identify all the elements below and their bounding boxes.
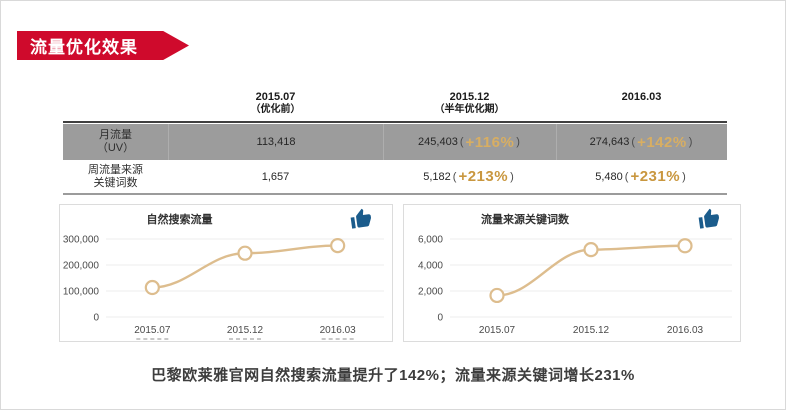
table-cell: 113,418 — [168, 124, 383, 160]
table-cell: 5,480 ( +231% ) — [556, 160, 727, 193]
cell-percent: +142% — [637, 133, 687, 151]
row-label: 月流量 （UV） — [63, 129, 168, 155]
row-label-line2: 关键词数 — [93, 176, 138, 189]
paren-close: ) — [510, 170, 514, 183]
chart-title: 自然搜索流量 — [146, 214, 213, 226]
svg-text:2016.03: 2016.03 — [320, 325, 357, 336]
cell-value: 5,480 — [595, 170, 623, 183]
cell-value: 113,418 — [256, 136, 296, 148]
table-cell: 5,182 ( +213% ) — [383, 160, 556, 193]
paren-close: ) — [682, 170, 686, 183]
header-line1: 2015.07 — [255, 91, 296, 103]
header-line1: 2016.03 — [621, 91, 662, 103]
cell-percent: +231% — [630, 168, 681, 185]
thumbs-up-icon — [349, 207, 374, 232]
row-label-line2: （UV） — [96, 142, 135, 154]
cell-value: 274,643 — [589, 136, 630, 148]
table-header-2016-03: 2016.03 — [556, 89, 727, 121]
cell-value: 5,182 — [423, 170, 451, 183]
svg-text:2015.07: 2015.07 — [134, 325, 171, 336]
line-chart-organic-traffic: 0 100,000 200,000 300,000 2015.07 2015.12 2016… — [63, 235, 384, 340]
paren-close: ) — [516, 136, 520, 148]
paren-open: ( — [459, 136, 464, 148]
chart-panel-keywords: 流量来源关键词数 0 2,000 4,000 6,000 2015.07 2015.12 2… — [403, 204, 741, 342]
table-row-monthly-uv: 月流量 （UV） 113,418 245,403 ( +116% ) 274,6… — [63, 124, 727, 160]
paren-close: ) — [688, 136, 693, 148]
svg-text:100,000: 100,000 — [63, 287, 100, 298]
table-header-2015-07: 2015.07 （优化前） — [168, 89, 383, 121]
thumbs-up-icon — [697, 207, 722, 232]
paren-open: ( — [624, 170, 629, 183]
svg-text:2,000: 2,000 — [418, 287, 443, 298]
table-cell: 245,403 ( +116% ) — [383, 124, 556, 160]
svg-text:2015.12: 2015.12 — [227, 325, 264, 336]
svg-text:2016.03: 2016.03 — [667, 325, 704, 336]
header-line1: 2015.12 — [449, 91, 490, 103]
chart-panel-organic-traffic: 自然搜索流量 0 100,000 200,000 300,000 2015.07 2015… — [59, 204, 393, 342]
svg-text:0: 0 — [93, 313, 99, 324]
table-cell: 274,643 ( +142% ) — [556, 124, 727, 160]
svg-text:2015.07: 2015.07 — [479, 325, 516, 336]
header-line2: （半年优化期） — [434, 104, 505, 115]
svg-text:6,000: 6,000 — [418, 235, 443, 246]
header-line2: （优化前） — [250, 104, 301, 115]
table-cell: 1,657 — [168, 160, 383, 193]
row-label: 周流量来源 关键词数 — [63, 164, 168, 190]
summary-caption: 巴黎欧莱雅官网自然搜索流量提升了142%；流量来源关键词增长231% — [151, 367, 635, 384]
table-header-2015-12: 2015.12 （半年优化期） — [383, 89, 556, 121]
chart-title: 流量来源关键词数 — [480, 214, 569, 226]
metrics-table: 2015.07 （优化前） 2015.12 （半年优化期） 2016.03 月流… — [63, 89, 727, 195]
table-header-empty — [63, 89, 168, 121]
cell-percent: +116% — [465, 133, 515, 151]
paren-open: ( — [631, 136, 636, 148]
cell-value: 1,657 — [261, 170, 290, 183]
svg-text:0: 0 — [437, 313, 443, 324]
svg-text:200,000: 200,000 — [63, 261, 100, 272]
line-chart-keywords: 0 2,000 4,000 6,000 2015.07 2015.12 2016.03 — [418, 235, 732, 336]
row-label-line1: 月流量 — [99, 129, 132, 141]
table-header-row: 2015.07 （优化前） 2015.12 （半年优化期） 2016.03 — [63, 89, 727, 123]
svg-text:4,000: 4,000 — [418, 261, 443, 272]
cell-percent: +213% — [458, 168, 509, 185]
table-row-weekly-keywords: 周流量来源 关键词数 1,657 5,182 ( +213% ) 5,480 (… — [63, 160, 727, 195]
cell-value: 245,403 — [418, 136, 458, 148]
section-banner: 流量优化效果 — [17, 31, 189, 60]
svg-text:300,000: 300,000 — [63, 235, 100, 246]
paren-open: ( — [452, 170, 457, 183]
page-title: 流量优化效果 — [30, 38, 138, 57]
row-label-line1: 周流量来源 — [88, 163, 143, 176]
svg-text:2015.12: 2015.12 — [573, 325, 610, 336]
